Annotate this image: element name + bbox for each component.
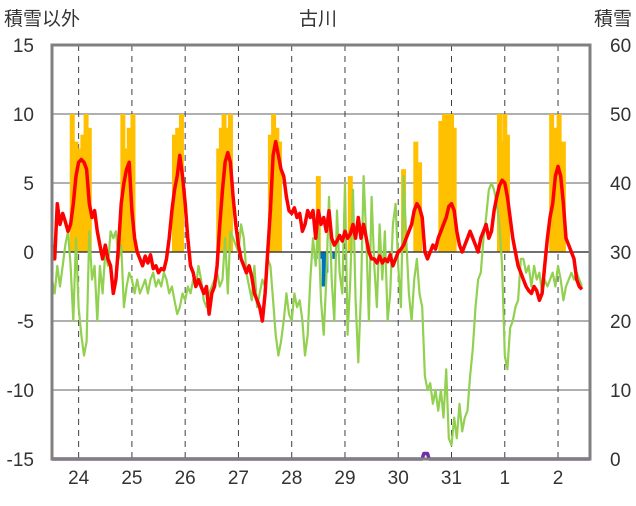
left-axis-label: 積雪以外 — [4, 8, 80, 30]
left-tick-label: 10 — [13, 105, 34, 126]
precipitation-bar — [319, 252, 323, 259]
left-tick-label: 15 — [13, 36, 34, 57]
sunshine-bar — [130, 114, 136, 252]
right-tick-label: 30 — [610, 243, 631, 264]
x-tick-label: 26 — [175, 468, 196, 489]
sunshine-bar — [271, 114, 277, 252]
x-tick-label: 25 — [121, 468, 142, 489]
sunshine-bar — [276, 141, 282, 252]
temperature-line — [50, 139, 584, 323]
sunshine-bar — [499, 141, 505, 252]
sunshine-bar — [438, 120, 444, 253]
sunshine-bar — [451, 127, 457, 252]
sunshine-bar — [449, 114, 455, 252]
sunshine-bar — [413, 141, 419, 252]
x-tick-label: 30 — [388, 468, 409, 489]
sunshine-bar — [442, 114, 448, 252]
precipitation-bar — [321, 252, 326, 287]
sunshine-bar — [77, 148, 83, 252]
sunshine-bar — [224, 127, 230, 252]
right-tick-label: 60 — [610, 36, 631, 57]
x-tick-label: 29 — [334, 468, 355, 489]
right-axis-label: 積雪 — [594, 8, 632, 30]
x-tick-label: 24 — [68, 468, 90, 489]
sunshine-bar — [216, 148, 222, 252]
x-tick-label: 27 — [228, 468, 249, 489]
x-tick-label: 1 — [499, 468, 510, 489]
chart-title: 古川 — [299, 8, 337, 30]
sunshine-bar — [274, 127, 280, 252]
precipitation-bar — [332, 252, 337, 259]
green-series-line — [50, 175, 584, 447]
sunshine-bar — [347, 176, 353, 252]
label-layer: 積雪以外 古川 積雪 151050-5-10-15605040302010024… — [4, 8, 632, 489]
x-tick-label: 28 — [281, 468, 302, 489]
left-tick-label: -5 — [17, 312, 34, 333]
sunshine-bar — [445, 114, 451, 252]
right-tick-label: 20 — [610, 312, 631, 333]
right-tick-label: 50 — [610, 105, 631, 126]
x-tick-label: 2 — [553, 468, 564, 489]
sunshine-bar — [556, 114, 562, 252]
right-tick-label: 40 — [610, 174, 631, 195]
left-tick-label: 0 — [23, 243, 34, 264]
right-tick-label: 0 — [610, 450, 621, 471]
sunshine-bar — [549, 114, 555, 252]
left-tick-label: 5 — [23, 174, 34, 195]
sunshine-bar — [69, 114, 75, 252]
left-tick-label: -10 — [7, 381, 34, 402]
sunshine-bar — [80, 134, 86, 252]
sunshine-bar — [123, 148, 129, 252]
plot-frame — [50, 43, 592, 461]
right-tick-label: 10 — [610, 381, 631, 402]
sunshine-bar — [175, 127, 181, 252]
left-tick-label: -15 — [7, 450, 34, 471]
sunshine-bar — [73, 141, 79, 252]
frame-layer — [50, 43, 592, 461]
x-tick-label: 31 — [441, 468, 462, 489]
